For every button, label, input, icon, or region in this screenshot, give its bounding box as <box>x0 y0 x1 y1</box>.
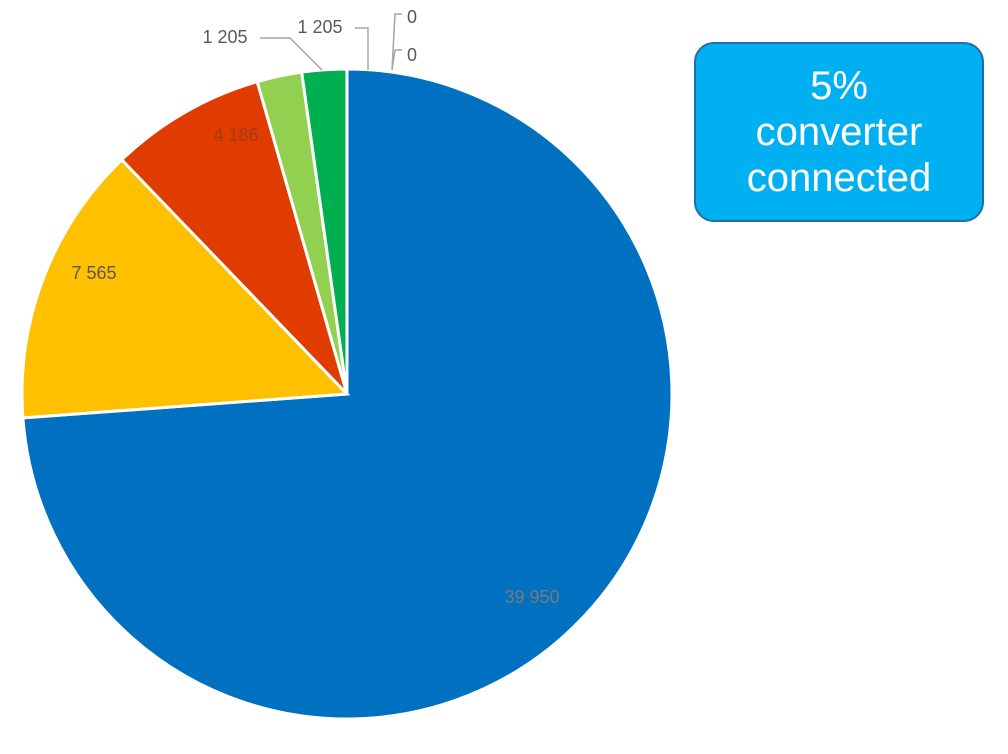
slice-data-label: 1 205 <box>297 17 342 37</box>
slice-data-label: 7 565 <box>71 263 116 283</box>
slice-data-label: 1 205 <box>202 27 247 47</box>
pie-slices <box>20 67 674 721</box>
data-labels: 0 39 950 7 565 4 186 1 205 1 205 0 <box>71 7 559 607</box>
callout-percent: 5% <box>810 64 868 108</box>
callout-line-connected: connected <box>746 156 932 200</box>
pie-slice <box>119 79 349 396</box>
leader-line <box>260 37 323 71</box>
leader-line <box>391 13 402 71</box>
converter-callout: 5% converter connected <box>694 42 984 222</box>
pie-slice <box>299 67 349 395</box>
leader-line <box>391 49 402 71</box>
pie-slice <box>20 157 351 420</box>
callout-line-converter: converter <box>755 110 923 154</box>
slice-data-label: 4 186 <box>213 125 258 145</box>
leader-line <box>355 27 369 70</box>
slice-data-label: 0 <box>407 45 417 65</box>
slice-data-label: 0 <box>407 7 417 27</box>
slice-data-label: 39 950 <box>504 587 559 607</box>
leader-lines <box>260 13 402 71</box>
